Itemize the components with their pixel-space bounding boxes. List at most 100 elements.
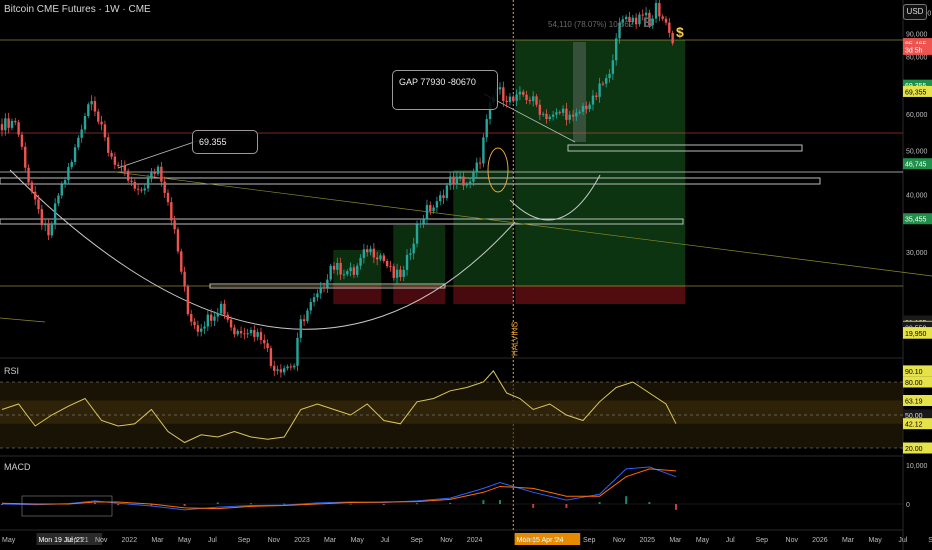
- time-axis-tick: May: [351, 537, 365, 544]
- time-axis-tick: Mon 19 Jul '21: [39, 537, 84, 544]
- candle-body: [279, 369, 283, 373]
- rsi-tag-label: 80.00: [905, 380, 923, 387]
- time-axis-tick: May: [178, 537, 192, 544]
- time-axis-tick: Mar: [151, 537, 164, 544]
- time-axis-tick: Mon 15 Apr '24: [517, 537, 564, 544]
- candle-body: [196, 325, 200, 332]
- stop-zone: [453, 286, 514, 304]
- time-axis-tick: Jul: [898, 537, 907, 544]
- candle-body: [588, 104, 591, 110]
- candle-body: [488, 102, 492, 120]
- time-axis-tick: Jul: [380, 537, 389, 544]
- candle-body: [538, 104, 542, 115]
- candle-body: [209, 314, 213, 321]
- rsi-tag-label: 50.00: [905, 413, 923, 420]
- price-tag: [903, 213, 932, 225]
- candle-body: [425, 205, 429, 220]
- price-tag: [903, 38, 932, 50]
- candle-body: [615, 38, 618, 61]
- candle-body: [47, 224, 50, 236]
- candle-body: [322, 287, 326, 289]
- candle-body: [246, 333, 249, 335]
- price-tag: [903, 43, 932, 55]
- price-tag-label: 19,950: [905, 331, 927, 338]
- candle-body: [555, 112, 558, 115]
- time-axis-tick: Mar: [669, 537, 682, 544]
- candle-body: [409, 253, 412, 255]
- candle-body: [312, 297, 316, 303]
- candle-body: [0, 124, 4, 131]
- level-box: [0, 177, 821, 185]
- candle-body: [80, 129, 83, 138]
- candle-body: [515, 94, 518, 101]
- candle-body: [352, 267, 356, 275]
- candle-body: [458, 176, 462, 178]
- macd-histogram-bar: [416, 503, 418, 505]
- candle-body: [375, 257, 379, 260]
- gap-callout[interactable]: GAP 77930 -80670: [392, 70, 498, 110]
- candle-body: [316, 293, 319, 298]
- time-axis-tick: Sep: [238, 537, 251, 544]
- rsi-tag-label: 42.12: [905, 422, 923, 429]
- candle-body: [190, 314, 193, 322]
- candle-body: [63, 180, 67, 185]
- level-callout[interactable]: 69.355: [192, 130, 258, 154]
- macd-histogram-bar: [183, 504, 186, 506]
- candle-body: [664, 18, 668, 23]
- macd-histogram-bar: [648, 502, 651, 504]
- candle-body: [498, 87, 502, 90]
- candle-body: [40, 209, 44, 226]
- candle-body: [27, 167, 30, 183]
- candle-body: [432, 207, 435, 212]
- stop-zone: [515, 286, 686, 304]
- rsi-pane-label: RSI: [4, 366, 20, 376]
- time-axis-tick: 2022: [122, 537, 138, 544]
- candle-body: [140, 189, 143, 191]
- candle-body: [233, 327, 236, 335]
- time-axis-tick: Sep '21: [65, 537, 89, 544]
- candle-body: [286, 366, 289, 369]
- time-axis-tick: Mar: [842, 537, 855, 544]
- candle-body: [176, 229, 180, 252]
- candle-body: [342, 274, 346, 276]
- candle-body: [402, 269, 405, 278]
- rsi-tag: [903, 394, 932, 406]
- candle-body: [24, 146, 27, 168]
- candle-body: [70, 161, 73, 168]
- time-axis-tick: Jul: [553, 537, 562, 544]
- candle-body: [302, 319, 306, 322]
- time-axis-tick: Sep: [928, 537, 932, 544]
- candle-body: [382, 255, 385, 261]
- callout-pointer: [117, 139, 201, 169]
- candle-body: [306, 310, 309, 322]
- currency-button[interactable]: USD: [903, 4, 927, 20]
- candle-body: [133, 181, 136, 189]
- time-axis-tick: May: [2, 537, 16, 544]
- time-axis-tick: Sep: [756, 537, 769, 544]
- candle-body: [50, 223, 53, 236]
- candle-body: [641, 14, 644, 16]
- candle-body: [598, 83, 601, 97]
- rsi-tag: [903, 409, 932, 421]
- candle-body: [359, 257, 362, 266]
- trend-line: [0, 317, 46, 323]
- time-axis-tick: 2025: [639, 537, 655, 544]
- candle-body: [478, 162, 482, 164]
- stop-zone: [333, 286, 382, 304]
- candle-body: [77, 137, 80, 148]
- price-tag-label: 35,455: [905, 217, 927, 224]
- candle-body: [67, 167, 70, 181]
- candle-body: [263, 339, 266, 344]
- candle-body: [73, 147, 77, 162]
- candle-body: [17, 122, 20, 135]
- time-axis-tick: Nov: [268, 537, 281, 544]
- candle-body: [505, 100, 508, 103]
- measure-label: 54,110 (78.07%) 10,862: [548, 20, 634, 29]
- macd-histogram-bar: [532, 504, 535, 508]
- candle-body: [253, 329, 256, 337]
- candle-body: [661, 16, 664, 19]
- price-axis-tick: 30,000: [906, 250, 928, 257]
- callout-pointer: [483, 93, 576, 143]
- candle-body: [87, 104, 90, 117]
- time-axis-tick: May: [523, 537, 537, 544]
